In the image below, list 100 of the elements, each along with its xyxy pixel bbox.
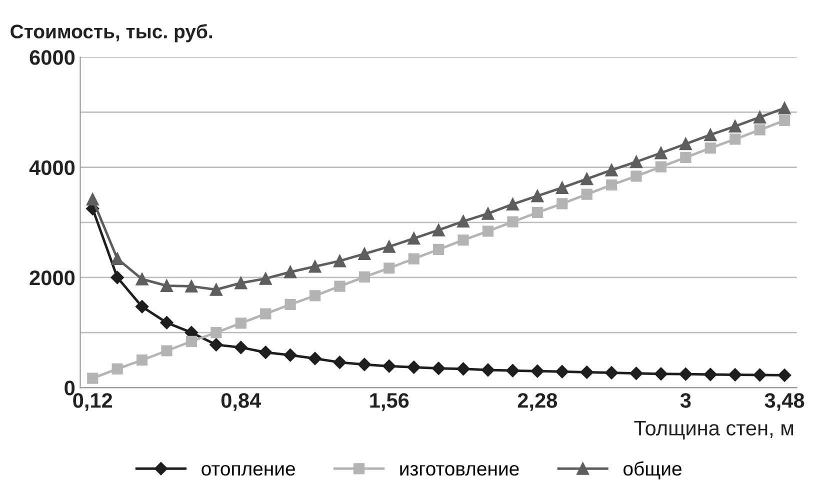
point (753, 368, 766, 382)
point (654, 146, 668, 160)
point (606, 179, 618, 191)
point (235, 318, 246, 329)
point (308, 352, 322, 366)
y-tick-label: 4000 (29, 160, 75, 176)
point (556, 198, 568, 210)
y-tick-label: 2000 (30, 270, 75, 286)
point (432, 362, 446, 375)
point (334, 280, 346, 292)
x-tick-label: 0,84 (221, 393, 262, 411)
point (284, 266, 297, 278)
point (284, 298, 296, 310)
point (679, 138, 692, 150)
y-axis-title: Стоимость, тыс. руб. (10, 24, 212, 42)
point (704, 142, 716, 154)
legend-label: изготовление (400, 465, 519, 476)
point (234, 340, 248, 354)
x-tick-label: 3 (680, 393, 691, 408)
point (556, 365, 569, 378)
point (604, 366, 618, 380)
point (778, 114, 790, 126)
point (704, 128, 717, 142)
point (408, 253, 420, 264)
point (259, 346, 272, 359)
point (654, 367, 668, 380)
point (160, 316, 174, 330)
point (532, 206, 543, 218)
point (260, 308, 272, 320)
x-tick-label: 3,48 (764, 393, 804, 411)
point (456, 362, 470, 376)
y-tick-label: 6000 (30, 50, 75, 65)
point (630, 156, 643, 168)
point (630, 170, 642, 182)
point (259, 272, 272, 285)
point (605, 164, 618, 176)
point (358, 248, 371, 260)
point (284, 348, 297, 362)
point (161, 345, 172, 356)
point (384, 262, 395, 274)
point (482, 207, 494, 220)
point (136, 272, 148, 286)
point (754, 110, 766, 124)
point (655, 161, 667, 172)
point (358, 358, 372, 372)
point (110, 270, 124, 284)
y-tick-label: 0 (64, 380, 75, 396)
legend-label: отопление (202, 465, 295, 476)
point (308, 260, 322, 273)
point (728, 368, 742, 382)
point (728, 120, 742, 133)
point (506, 364, 520, 378)
point (680, 152, 692, 163)
point (234, 276, 248, 290)
point (754, 124, 766, 136)
x-axis-title: Толщина стен, м (634, 420, 794, 440)
point (86, 193, 99, 206)
point (382, 360, 396, 373)
point (433, 244, 444, 255)
point (111, 252, 124, 266)
point (186, 336, 198, 347)
point (458, 234, 469, 246)
point (580, 172, 594, 186)
point (136, 354, 148, 366)
point (730, 134, 741, 145)
point (457, 215, 470, 228)
x-tick-label: 2,28 (518, 393, 558, 411)
point (531, 190, 544, 202)
point (481, 363, 495, 377)
point (556, 181, 568, 194)
point (778, 102, 791, 114)
point (506, 198, 519, 210)
point (778, 368, 792, 382)
point (185, 280, 198, 293)
point (333, 254, 346, 268)
point (408, 232, 420, 245)
point (407, 360, 420, 374)
point (87, 372, 98, 384)
point (160, 280, 173, 292)
point (530, 364, 544, 378)
point (581, 188, 592, 200)
point (382, 240, 396, 253)
point (309, 290, 321, 302)
point (482, 226, 494, 237)
x-tick-label: 0,12 (73, 393, 112, 411)
point (432, 224, 445, 236)
point (333, 356, 346, 369)
point (580, 366, 594, 379)
x-tick-label: 1,56 (370, 393, 409, 411)
point (679, 368, 692, 381)
legend-label: общие (624, 461, 682, 480)
point (112, 363, 123, 374)
point (704, 368, 717, 382)
point (210, 338, 223, 352)
point (358, 271, 370, 282)
point (135, 300, 149, 314)
point (210, 283, 222, 296)
point (210, 327, 222, 338)
point (630, 366, 643, 380)
point (507, 216, 518, 228)
